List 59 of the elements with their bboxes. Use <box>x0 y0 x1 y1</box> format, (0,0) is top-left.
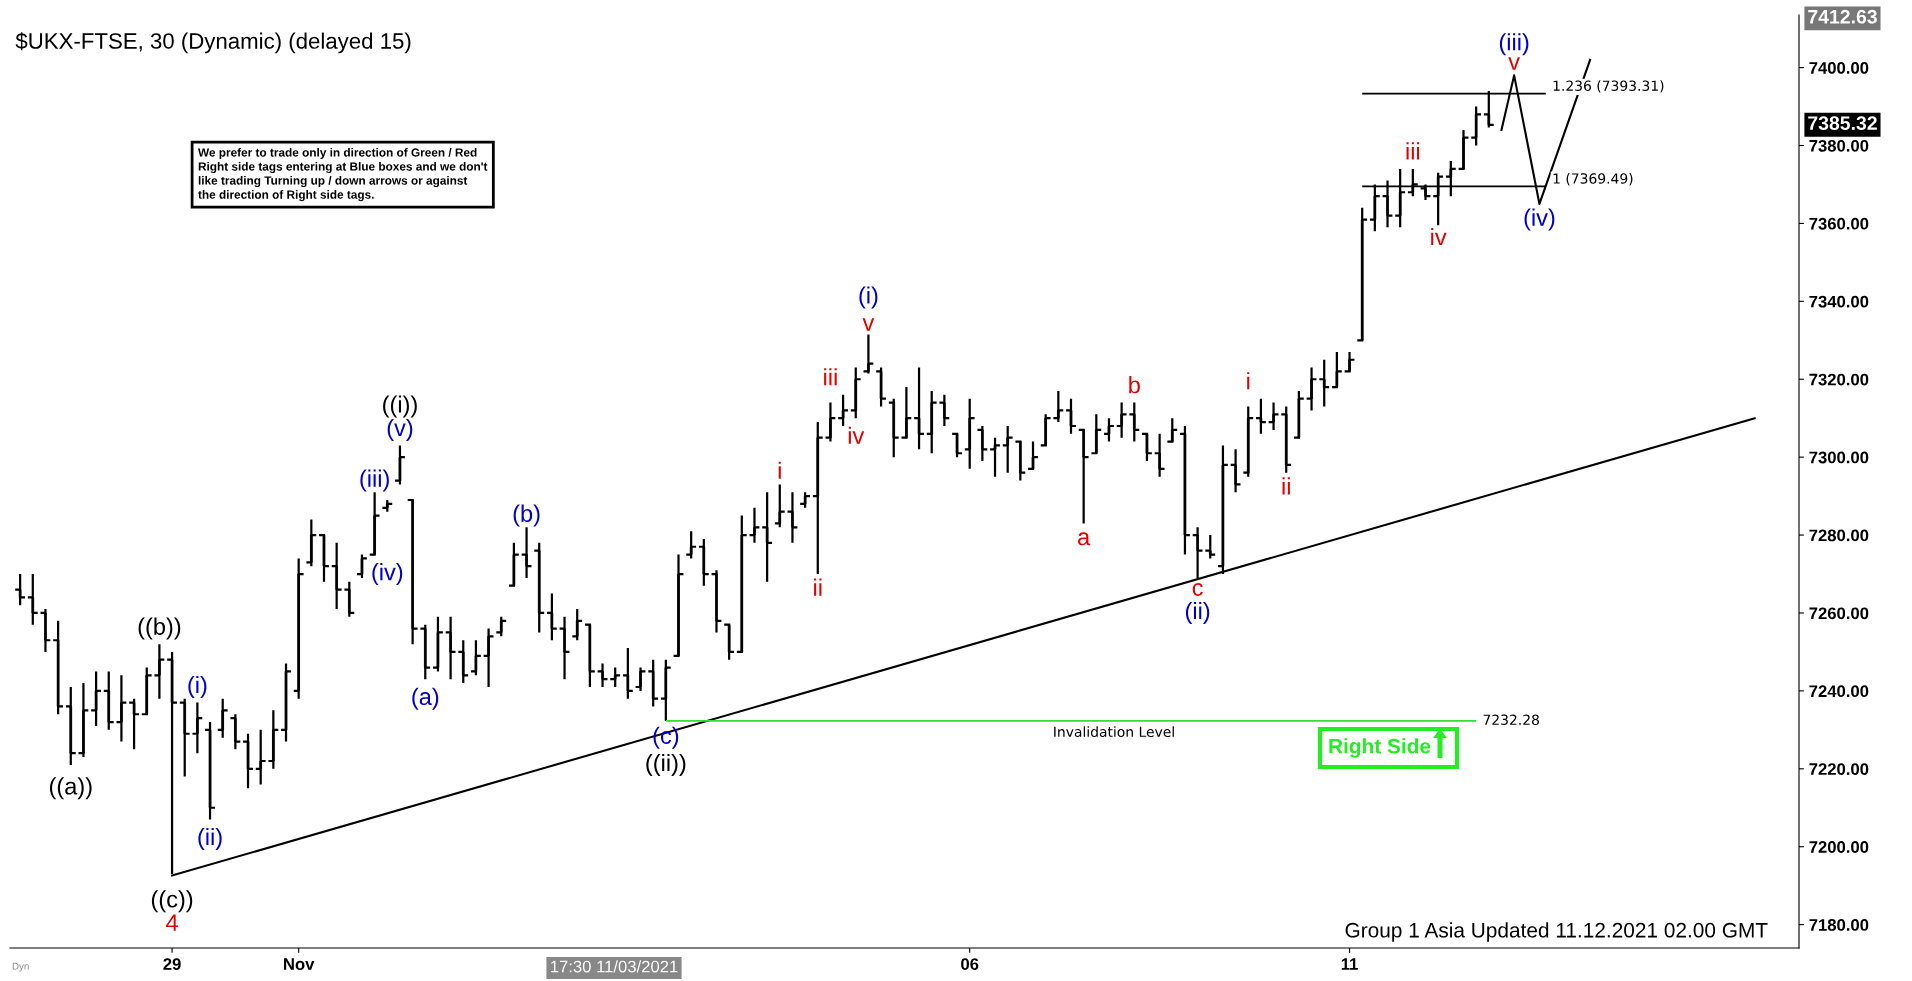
annotation: c <box>1192 583 1203 596</box>
annotation: Group 1 Asia Updated 11.12.2021 02.00 GMT <box>1345 922 1768 942</box>
ref-line-label: 1.236 (7393.31) <box>1553 80 1664 93</box>
text: 7412.63 <box>1808 9 1877 24</box>
x-tick-label: Nov <box>284 958 315 970</box>
text: $UKX-FTSE, 30 (Dynamic) (delayed 15) <box>15 32 411 54</box>
annotation: i <box>1247 372 1250 390</box>
x-tick-label: 29 <box>163 958 181 970</box>
y-tick-label: 7220.00 <box>1809 763 1869 775</box>
annotation: ((a)) <box>49 777 92 800</box>
annotation: v <box>862 318 875 331</box>
y-tick-label: 7320.00 <box>1809 373 1869 386</box>
annotation: (iv) <box>372 563 403 586</box>
annotation: (b) <box>513 504 540 527</box>
annotation: (i) <box>859 286 878 309</box>
annotation: ii <box>1282 477 1290 495</box>
annotation: (c) <box>653 726 679 749</box>
annotation: i <box>778 461 781 479</box>
y-tick-label: 7200.00 <box>1809 841 1869 853</box>
annotation: iv <box>848 426 865 444</box>
y-tick-label: 7180.00 <box>1809 919 1869 931</box>
annotation: Invalidation Level <box>1054 726 1174 738</box>
text: 17:30 11/03/2021 <box>551 960 678 973</box>
y-tick-label: 7260.00 <box>1809 607 1869 620</box>
annotation: (i) <box>188 675 207 698</box>
annotation: (ii) <box>198 827 222 850</box>
annotation: ((i)) <box>383 395 417 418</box>
ref-line-label: 7232.28 <box>1483 714 1539 725</box>
y-tick-label: 7400.00 <box>1809 61 1869 74</box>
annotation: We prefer to trade only in direction of Green / Red Right side tags entering at Blue boxes and we don't like trading Turning up / down arrows or against the direction of Right side tags. <box>198 148 488 202</box>
annotation: (iii) <box>360 469 389 492</box>
annotation: iii <box>1406 142 1420 160</box>
y-tick-label: 7300.00 <box>1809 451 1869 464</box>
annotation: a <box>1078 532 1091 546</box>
y-tick-label: 7380.00 <box>1809 139 1869 152</box>
annotation: (a) <box>412 687 439 710</box>
x-tick-label: 06 <box>961 958 979 970</box>
annotation: 4 <box>166 914 178 931</box>
annotation: (v) <box>387 418 413 441</box>
annotation: b <box>1129 376 1140 394</box>
text: 7385.32 <box>1808 116 1877 131</box>
annotation: (iv) <box>1524 208 1555 231</box>
x-tick-label: 11 <box>1341 958 1358 970</box>
annotation: ((c)) <box>151 890 193 913</box>
ref-line-label: 1 (7369.49) <box>1553 173 1633 186</box>
annotation: ii <box>814 578 822 596</box>
annotation: ((ii)) <box>646 753 686 776</box>
y-tick-label: 7340.00 <box>1809 295 1869 308</box>
annotation: Right Side <box>1329 738 1431 758</box>
annotation: iv <box>1431 227 1447 246</box>
annotation: (ii) <box>1185 601 1210 624</box>
annotation: (iii) <box>1499 33 1529 56</box>
annotation: ((b)) <box>138 617 181 640</box>
text: Dyn <box>12 962 29 972</box>
annotation: v <box>1508 57 1520 70</box>
y-tick-label: 7280.00 <box>1809 529 1869 542</box>
annotation: iii <box>824 368 837 386</box>
y-tick-label: 7360.00 <box>1809 217 1869 230</box>
y-tick-label: 7240.00 <box>1809 685 1869 698</box>
